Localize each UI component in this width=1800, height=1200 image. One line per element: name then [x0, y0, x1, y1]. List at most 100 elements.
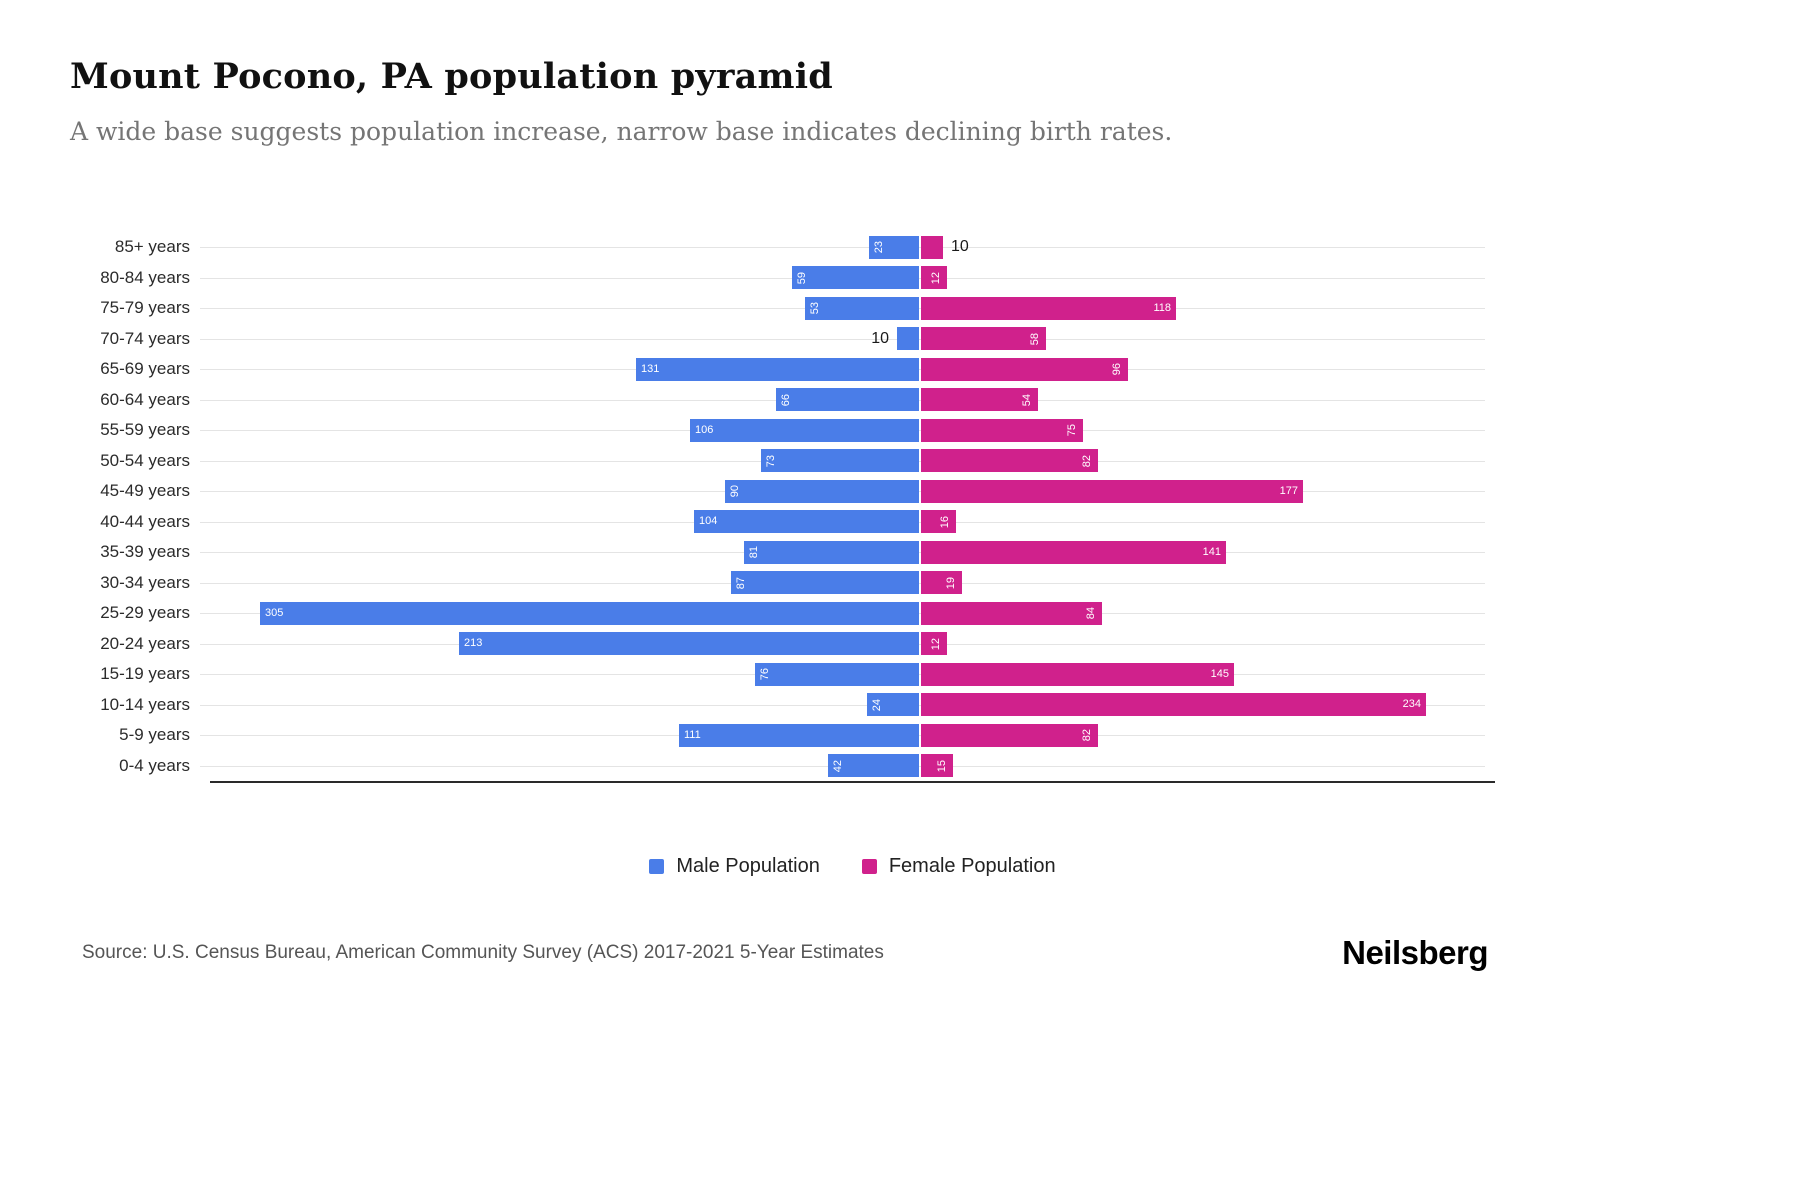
female-half: 145: [920, 662, 1485, 686]
male-bar[interactable]: 42: [828, 754, 919, 778]
female-bar[interactable]: 141: [921, 540, 1226, 564]
y-axis-label: 65-69 years: [100, 359, 190, 379]
bar-value-label: 213: [464, 637, 483, 650]
pyramid-row: 25-29 years 305 84: [70, 598, 1800, 629]
male-half: 111: [200, 723, 920, 747]
y-axis-label: 5-9 years: [119, 725, 190, 745]
row-track: 305 84: [200, 598, 1485, 629]
female-bar[interactable]: 75: [921, 418, 1083, 442]
pyramid-row: 0-4 years 42 15: [70, 751, 1800, 782]
female-bar[interactable]: 54: [921, 388, 1038, 412]
female-bar[interactable]: 82: [921, 449, 1098, 473]
bar-value-label: 104: [699, 515, 718, 528]
male-half: 305: [200, 601, 920, 625]
bar-value-label: 54: [1021, 393, 1033, 406]
male-bar[interactable]: 81: [744, 540, 919, 564]
male-bar[interactable]: 10: [871, 327, 919, 351]
y-axis-label: 60-64 years: [100, 389, 190, 409]
page-subtitle: A wide base suggests population increase…: [70, 117, 1173, 146]
bar-value-label: 15: [936, 759, 948, 772]
male-bar[interactable]: 90: [725, 479, 919, 503]
bar-value-label: 76: [759, 668, 771, 681]
female-bar[interactable]: 12: [921, 632, 947, 656]
male-bar[interactable]: 87: [731, 571, 919, 595]
female-bar[interactable]: 177: [921, 479, 1303, 503]
bar-value-label: 106: [695, 423, 714, 436]
female-half: 177: [920, 479, 1485, 503]
female-bar[interactable]: 118: [921, 296, 1176, 320]
male-half: 81: [200, 540, 920, 564]
row-track: 213 12: [200, 629, 1485, 660]
female-half: 75: [920, 418, 1485, 442]
male-bar[interactable]: 131: [636, 357, 919, 381]
population-pyramid-chart: 85+ years 23 10 80-84 years 59 12 75-79 years 5…: [70, 232, 1800, 783]
bar-value-label: 16: [939, 515, 951, 528]
male-bar[interactable]: 106: [690, 418, 919, 442]
female-bar[interactable]: 234: [921, 693, 1426, 717]
bar-value-label: 73: [765, 454, 777, 467]
male-half: 213: [200, 632, 920, 656]
male-bar[interactable]: 111: [679, 723, 919, 747]
row-track: 59 12: [200, 263, 1485, 294]
gridline: [200, 704, 1485, 706]
female-half: 96: [920, 357, 1485, 381]
female-bar[interactable]: 10: [921, 235, 969, 259]
male-bar[interactable]: 23: [869, 235, 919, 259]
female-bar[interactable]: 82: [921, 723, 1098, 747]
female-bar[interactable]: 145: [921, 662, 1234, 686]
legend-item-female[interactable]: Female Population: [861, 855, 1056, 878]
row-track: 106 75: [200, 415, 1485, 446]
female-bar[interactable]: 19: [921, 571, 962, 595]
male-bar[interactable]: 53: [805, 296, 919, 320]
female-swatch-icon: [861, 859, 877, 874]
male-bar[interactable]: 24: [867, 693, 919, 717]
y-axis-label: 85+ years: [114, 237, 190, 257]
x-axis-line: [210, 781, 1495, 783]
male-half: 42: [200, 754, 920, 778]
female-bar[interactable]: 16: [921, 510, 956, 534]
bar-value-label: 81: [748, 546, 760, 559]
male-half: 66: [200, 388, 920, 412]
pyramid-row: 55-59 years 106 75: [70, 415, 1800, 446]
female-half: 84: [920, 601, 1485, 625]
male-half: 10: [200, 327, 920, 351]
female-bar[interactable]: 84: [921, 601, 1102, 625]
footer: Source: U.S. Census Bureau, American Com…: [0, 934, 1800, 972]
row-track: 73 82: [200, 446, 1485, 477]
y-axis-label: 80-84 years: [100, 267, 190, 287]
y-axis-label: 0-4 years: [119, 755, 190, 775]
female-bar[interactable]: 58: [921, 327, 1046, 351]
female-bar[interactable]: 96: [921, 357, 1128, 381]
male-bar[interactable]: 73: [761, 449, 919, 473]
bar-value-label: 234: [1402, 698, 1421, 711]
y-axis-label: 50-54 years: [100, 450, 190, 470]
female-bar[interactable]: 15: [921, 754, 953, 778]
pyramid-row: 50-54 years 73 82: [70, 446, 1800, 477]
female-half: 15: [920, 754, 1485, 778]
y-axis-label: 20-24 years: [100, 633, 190, 653]
pyramid-row: 5-9 years 111 82: [70, 720, 1800, 751]
pyramid-row: 15-19 years 76 145: [70, 659, 1800, 690]
male-half: 59: [200, 266, 920, 290]
male-swatch-icon: [649, 859, 665, 874]
row-track: 90 177: [200, 476, 1485, 507]
female-bar[interactable]: 12: [921, 266, 947, 290]
male-half: 23: [200, 235, 920, 259]
bar-value-label: 96: [1111, 363, 1123, 376]
pyramid-row: 80-84 years 59 12: [70, 263, 1800, 294]
y-axis-label: 35-39 years: [100, 542, 190, 562]
male-bar[interactable]: 213: [459, 632, 919, 656]
legend-item-male[interactable]: Male Population: [649, 855, 820, 878]
male-bar[interactable]: 59: [792, 266, 919, 290]
row-track: 87 19: [200, 568, 1485, 599]
row-track: 23 10: [200, 232, 1485, 263]
row-track: 111 82: [200, 720, 1485, 751]
male-bar[interactable]: 76: [755, 662, 919, 686]
bar-value-label: 82: [1081, 729, 1093, 742]
male-bar[interactable]: 305: [260, 601, 919, 625]
bar-value-label: 12: [930, 271, 942, 284]
female-half: 234: [920, 693, 1485, 717]
page-title: Mount Pocono, PA population pyramid: [70, 56, 833, 97]
male-bar[interactable]: 104: [694, 510, 919, 534]
male-bar[interactable]: 66: [776, 388, 919, 412]
